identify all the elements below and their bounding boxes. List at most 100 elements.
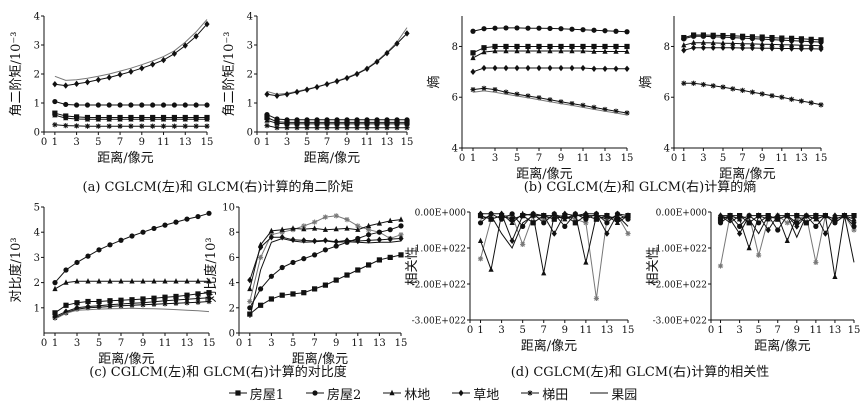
- data-point: [514, 43, 520, 50]
- data-point: [717, 263, 724, 269]
- data-point: [759, 36, 765, 42]
- data-point: [171, 50, 177, 57]
- data-point: [572, 220, 578, 226]
- data-point: [580, 47, 586, 54]
- legend-label: 房屋2: [326, 387, 362, 403]
- data-point: [710, 44, 716, 51]
- data-point: [333, 213, 339, 219]
- data-point: [324, 120, 330, 127]
- data-point: [206, 298, 212, 305]
- legend-item: 草地: [452, 384, 499, 403]
- data-point: [765, 226, 771, 234]
- data-point: [364, 120, 370, 127]
- data-point: [247, 311, 253, 317]
- x-tick-label: 9: [558, 153, 564, 164]
- data-point: [140, 229, 146, 235]
- data-point: [128, 102, 134, 108]
- data-point: [624, 65, 630, 72]
- data-point: [184, 278, 190, 284]
- data-point: [470, 68, 476, 76]
- data-point: [355, 235, 361, 242]
- data-point: [150, 102, 156, 108]
- data-point: [558, 47, 564, 54]
- data-point: [247, 298, 253, 305]
- data-point: [514, 25, 520, 31]
- data-point: [700, 33, 707, 39]
- data-point: [284, 91, 290, 98]
- data-point: [96, 278, 102, 284]
- data-point: [737, 216, 743, 222]
- legend-marker-icon: [590, 392, 609, 394]
- data-point: [52, 122, 58, 128]
- data-point: [730, 86, 736, 92]
- legend-marker: [389, 389, 395, 396]
- data-point: [798, 45, 804, 52]
- legend-label: 房屋1: [249, 387, 284, 403]
- data-point: [279, 226, 285, 232]
- data-point: [294, 120, 300, 127]
- data-point: [344, 74, 350, 82]
- data-point: [151, 225, 157, 232]
- data-point: [107, 278, 113, 284]
- data-point: [63, 123, 69, 129]
- x-tick-label: 7: [311, 338, 317, 349]
- x-tick-label: 13: [179, 137, 192, 148]
- data-point: [481, 26, 487, 32]
- data-point: [314, 120, 320, 127]
- x-tick-label: 9: [344, 137, 350, 148]
- x-tick-label: 11: [351, 338, 364, 349]
- data-point: [536, 64, 542, 72]
- x-tick-label: 7: [117, 137, 123, 148]
- data-point: [746, 213, 752, 219]
- x-tick-label: 1: [477, 325, 483, 336]
- data-point: [749, 89, 755, 95]
- legend-item: 房屋1: [228, 384, 284, 403]
- data-point: [258, 254, 264, 260]
- data-point: [301, 290, 307, 296]
- data-point: [322, 282, 328, 288]
- data-point: [789, 45, 795, 52]
- data-point: [193, 116, 199, 122]
- y-tick-label: 1: [34, 303, 40, 314]
- data-point: [470, 87, 476, 93]
- data-point: [290, 259, 296, 266]
- series-line-0: [54, 19, 208, 81]
- data-point: [376, 220, 382, 226]
- x-tick-label: 1: [52, 338, 58, 349]
- x-tick-label: 1: [681, 153, 687, 164]
- series-line-0: [54, 212, 210, 283]
- data-point: [700, 81, 706, 88]
- y-tick-label: 0: [34, 128, 40, 139]
- data-point: [128, 68, 134, 75]
- x-tick-label: 3: [74, 338, 80, 349]
- data-point: [264, 123, 270, 129]
- data-point: [477, 256, 484, 262]
- x-axis-label: 距离/像元: [754, 338, 810, 354]
- x-tick-label: 13: [599, 153, 612, 164]
- data-point: [274, 92, 280, 99]
- data-point: [551, 211, 557, 217]
- data-point: [258, 244, 264, 251]
- x-tick-label: 9: [562, 325, 568, 336]
- y-axis-label: 角二阶矩/10⁻³: [222, 32, 237, 117]
- data-point: [394, 125, 400, 131]
- data-point: [614, 219, 621, 225]
- data-point: [95, 116, 101, 122]
- data-point: [779, 37, 785, 43]
- data-point: [740, 35, 746, 41]
- legend-label: 梯田: [542, 387, 569, 403]
- y-tick-label: 3: [34, 253, 40, 264]
- data-point: [740, 87, 746, 93]
- y-axis-label: 角二阶矩/10⁻³: [9, 32, 24, 117]
- legend-marker-icon: [383, 389, 402, 396]
- caption-a: (a) CGLCM(左)和 GLCM(右)计算的角二阶矩: [83, 179, 354, 195]
- data-point: [74, 300, 80, 306]
- data-point: [162, 294, 168, 300]
- data-point: [488, 211, 494, 217]
- data-point: [171, 116, 177, 122]
- x-tick-label: 3: [73, 137, 79, 148]
- data-point: [794, 220, 800, 226]
- data-point: [798, 98, 804, 104]
- x-tick-label: 13: [373, 338, 386, 349]
